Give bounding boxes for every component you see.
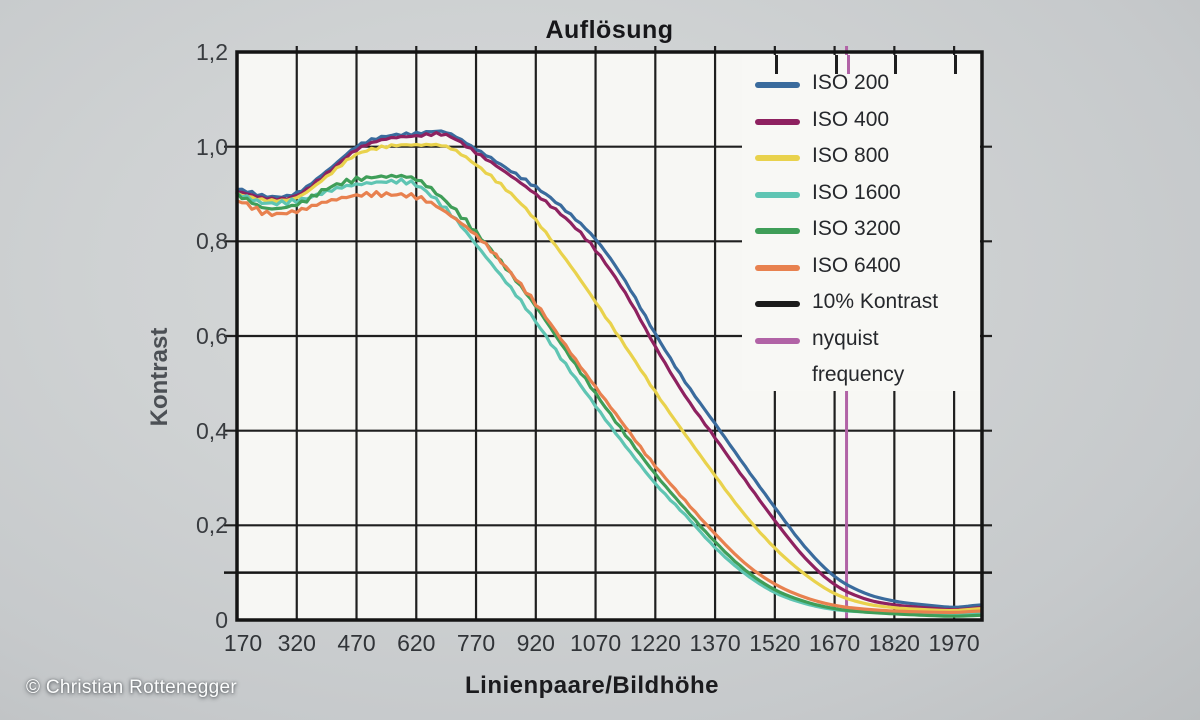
legend-item: ISO 6400 <box>742 254 980 282</box>
legend-label: ISO 800 <box>812 144 890 167</box>
legend-swatch <box>755 337 800 344</box>
legend-swatch <box>755 228 800 234</box>
legend-swatch <box>755 82 800 88</box>
legend-item: nyquist <box>742 327 980 355</box>
legend-item: ISO 1600 <box>742 181 980 209</box>
legend-label: ISO 6400 <box>812 253 901 277</box>
tick-stub <box>774 55 778 74</box>
copyright-watermark: © Christian Rottenegger <box>26 677 238 698</box>
nyquist-stub <box>846 55 850 74</box>
legend-label: ISO 200 <box>812 71 890 94</box>
x-tick-label: 920 <box>516 630 555 656</box>
x-tick-label: 1970 <box>928 630 980 656</box>
y-tick-label: 0,6 <box>196 323 228 349</box>
legend-swatch <box>755 301 800 307</box>
x-tick-label: 1370 <box>689 630 741 656</box>
tick-stub <box>894 55 898 74</box>
legend-item: ISO 800 <box>742 144 980 172</box>
x-tick-label: 1820 <box>868 630 920 656</box>
legend-label: ISO 1600 <box>812 180 901 204</box>
y-tick-label: 0 <box>215 607 228 633</box>
curve-iso-400 <box>235 131 984 612</box>
x-tick-label: 1670 <box>808 630 861 656</box>
x-tick-label: 170 <box>223 630 263 656</box>
x-tick-label: 1220 <box>629 630 681 656</box>
curve-iso-200 <box>235 129 984 609</box>
curve-iso-3200 <box>235 173 984 618</box>
legend-item: 10% Kontrast <box>742 290 980 318</box>
legend-item: ISO 3200 <box>742 217 980 245</box>
legend-swatch <box>755 264 800 271</box>
legend-swatch <box>755 155 800 161</box>
x-tick-label: 620 <box>397 630 436 656</box>
x-tick-label: 1070 <box>569 630 622 656</box>
curve-iso-6400 <box>235 190 984 615</box>
y-tick-label: 0,2 <box>196 512 228 539</box>
legend: ISO 200 ISO 400 ISO 800 ISO 1600 ISO 3200 ISO… <box>742 55 980 391</box>
y-tick-label: 1,2 <box>196 39 228 65</box>
legend-label: frequency <box>812 363 905 386</box>
y-tick-label: 0,8 <box>196 228 228 255</box>
x-tick-label: 770 <box>456 630 496 656</box>
chart-title: Auflösung <box>545 16 674 44</box>
legend-label: ISO 400 <box>812 107 890 131</box>
legend-swatch <box>755 118 800 125</box>
tick-stub <box>954 55 958 74</box>
legend-swatch <box>755 191 800 198</box>
x-axis-title: Linienpaare/Bildhöhe <box>464 672 720 699</box>
y-tick-label: 1,0 <box>196 133 228 160</box>
legend-item: ISO 400 <box>742 108 980 136</box>
plot-border <box>235 50 984 622</box>
legend-label: ISO 3200 <box>812 217 901 240</box>
x-tick-label: 320 <box>277 630 316 656</box>
legend-label: nyquist <box>812 326 879 350</box>
curve-iso-800 <box>235 142 984 613</box>
legend-label: 10% Kontrast <box>812 290 939 313</box>
y-tick-label: 0,4 <box>196 417 228 444</box>
x-tick-label: 470 <box>337 630 376 656</box>
legend-item: ISO 200 <box>742 71 980 99</box>
x-tick-label: 1520 <box>749 630 801 656</box>
tick-stub <box>834 55 838 74</box>
legend-item: frequency <box>742 363 980 391</box>
